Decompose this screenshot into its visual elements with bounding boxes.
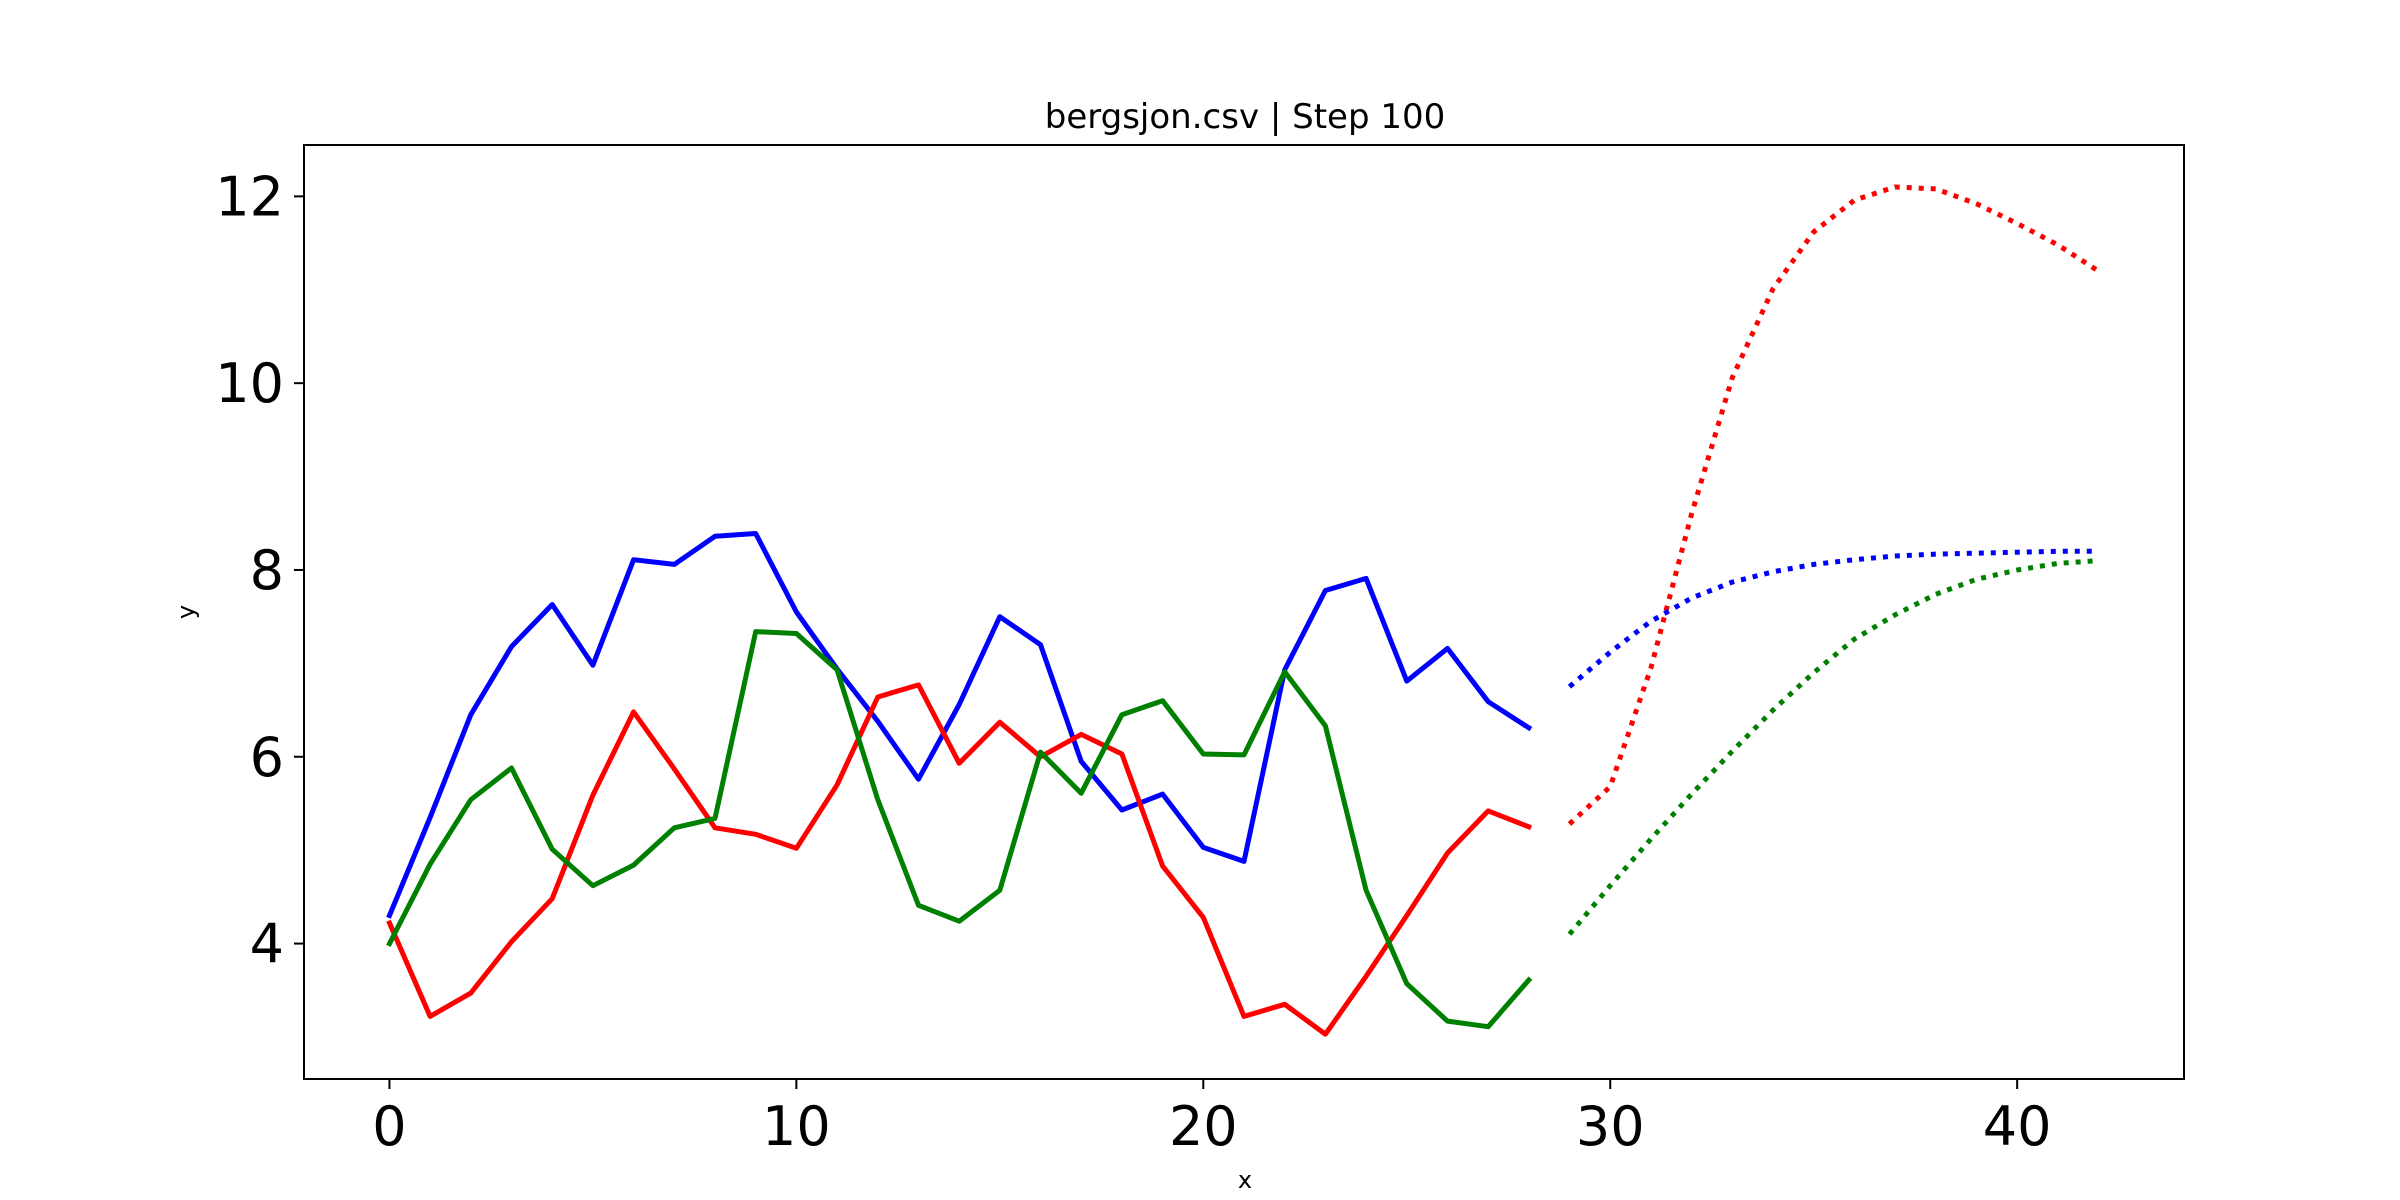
x-tick-label: 40 (1983, 1095, 2052, 1158)
y-axis-label: y (172, 605, 200, 619)
forecast-series-line-3 (1567, 184, 2100, 826)
forecast-series-line-4 (1567, 548, 2099, 689)
x-axis-label: x (1238, 1166, 1252, 1194)
series-lines (386, 184, 2100, 1037)
x-tick-label: 30 (1576, 1095, 1645, 1158)
plot-area-frame (303, 144, 2185, 1080)
y-tick-label: 6 (250, 726, 284, 789)
x-tick-label: 20 (1169, 1095, 1238, 1158)
y-tick-label: 10 (215, 352, 284, 415)
y-tick-label: 4 (250, 913, 284, 976)
axis-ticks: 0 10 20 30 40 4 6 8 10 12 (215, 165, 2051, 1158)
x-tick-label: 0 (372, 1095, 406, 1158)
x-tick-label: 10 (762, 1095, 831, 1158)
y-tick-label: 12 (215, 165, 284, 228)
observed-series-line-2 (386, 629, 1533, 1030)
observed-series-line-1 (386, 682, 1533, 1037)
observed-series-line-0 (386, 531, 1533, 919)
forecast-series-line-5 (1567, 558, 2099, 936)
chart-title: bergsjon.csv | Step 100 (1045, 97, 1446, 137)
y-tick-label: 8 (250, 539, 284, 602)
